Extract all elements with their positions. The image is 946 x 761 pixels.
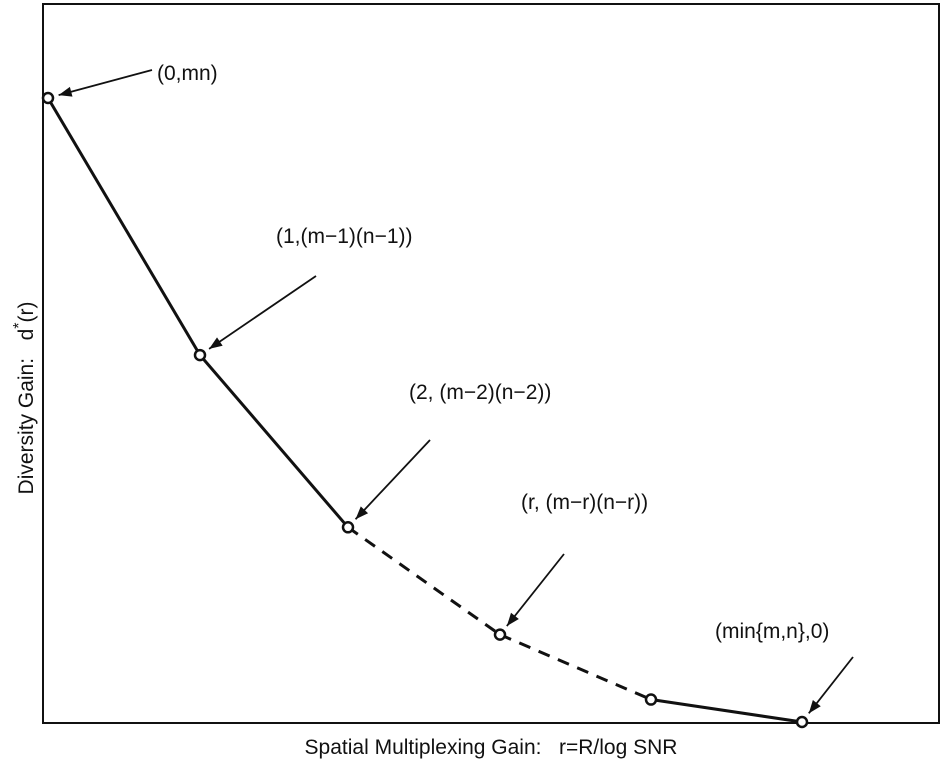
annotation-arrow-0 — [58, 69, 153, 97]
annotation-arrow-4 — [808, 656, 854, 714]
y-axis-label-group: Diversity Gain: d*(r) — [11, 302, 38, 495]
annotation-arrow-1 — [208, 275, 317, 350]
data-point-5 — [795, 715, 809, 729]
annotation-arrow-2 — [354, 439, 431, 520]
curve-segment-2 — [347, 526, 501, 636]
y-axis-label-text: Diversity Gain: d — [15, 329, 38, 495]
annotation-label-0: (0,mn) — [157, 62, 218, 85]
curve-segment-1 — [198, 354, 350, 529]
curve-segment-3 — [499, 633, 652, 701]
annotation-label-4: (min{m,n},0) — [715, 620, 829, 643]
data-point-2 — [341, 521, 355, 534]
annotation-arrow-3 — [506, 553, 565, 627]
curve-segment-4 — [650, 698, 803, 724]
y-axis-label-arg: (r) — [15, 302, 38, 323]
data-points — [41, 91, 809, 729]
data-point-1 — [193, 348, 207, 362]
annotation-label-2: (2, (m−2)(n−2)) — [409, 381, 551, 404]
annotation-arrows — [58, 69, 854, 714]
data-point-3 — [493, 628, 507, 641]
data-point-0 — [41, 91, 55, 105]
annotation-label-3: (r, (m−r)(n−r)) — [521, 491, 648, 514]
curve-segments — [46, 97, 803, 724]
annotation-label-1: (1,(m−1)(n−1)) — [276, 225, 413, 248]
curve-segment-0 — [46, 97, 202, 356]
y-axis-label-sup: * — [11, 323, 28, 329]
data-point-4 — [644, 693, 658, 706]
y-axis-label: Diversity Gain: d*(r) — [11, 302, 38, 495]
plot-frame — [42, 3, 940, 724]
x-axis-label: Spatial Multiplexing Gain: r=R/log SNR — [305, 736, 678, 759]
